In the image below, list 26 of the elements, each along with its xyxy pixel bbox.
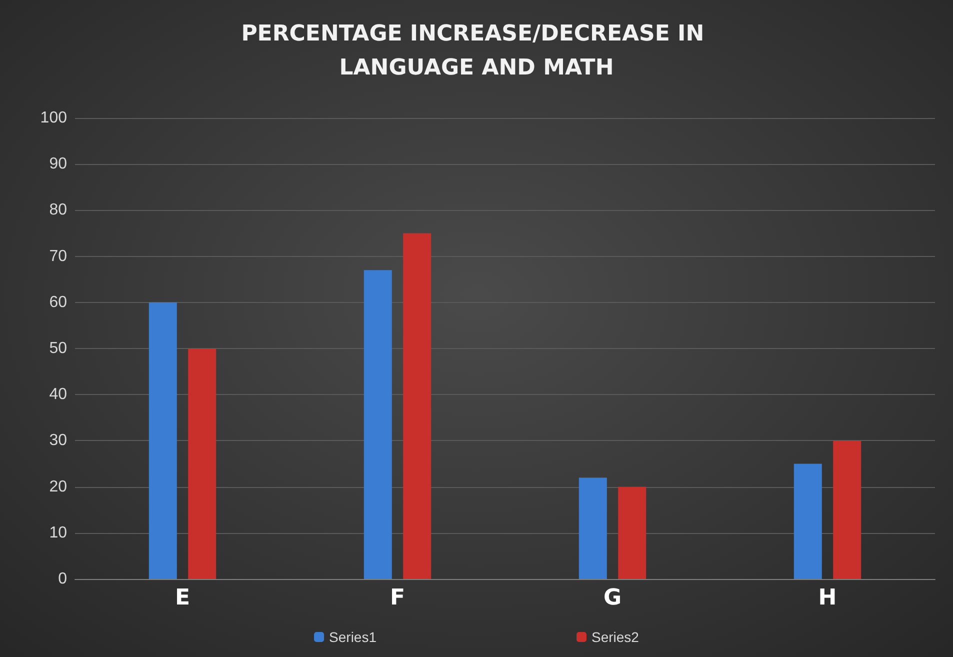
legend-label: Series1 xyxy=(329,629,377,645)
y-tick-label: 80 xyxy=(49,202,68,219)
chart-title: PERCENTAGE INCREASE/DECREASE IN LANGUAGE AND MATH xyxy=(241,22,712,80)
y-tick-label: 50 xyxy=(49,340,68,357)
bar xyxy=(364,270,392,579)
y-tick-label: 70 xyxy=(49,248,68,265)
y-tick-label: 90 xyxy=(49,156,68,173)
x-tick-label: H xyxy=(818,586,837,610)
x-tick-label: F xyxy=(390,586,406,610)
y-tick-label: 40 xyxy=(49,386,68,404)
legend-label: Series2 xyxy=(592,629,640,645)
bar xyxy=(403,233,432,579)
y-tick-label: 20 xyxy=(49,478,68,496)
y-tick-label: 0 xyxy=(58,570,68,588)
bar xyxy=(148,302,177,579)
y-tick-label: 30 xyxy=(49,432,68,450)
y-tick-label: 10 xyxy=(49,524,68,542)
y-tick-label: 60 xyxy=(49,294,68,311)
bar xyxy=(618,486,646,579)
x-tick-label: G xyxy=(603,586,622,610)
bar xyxy=(833,440,862,579)
y-tick-label: 100 xyxy=(40,110,68,126)
x-tick-label: E xyxy=(174,586,190,610)
bar xyxy=(794,464,822,579)
bar xyxy=(188,348,216,579)
bar xyxy=(578,478,607,579)
